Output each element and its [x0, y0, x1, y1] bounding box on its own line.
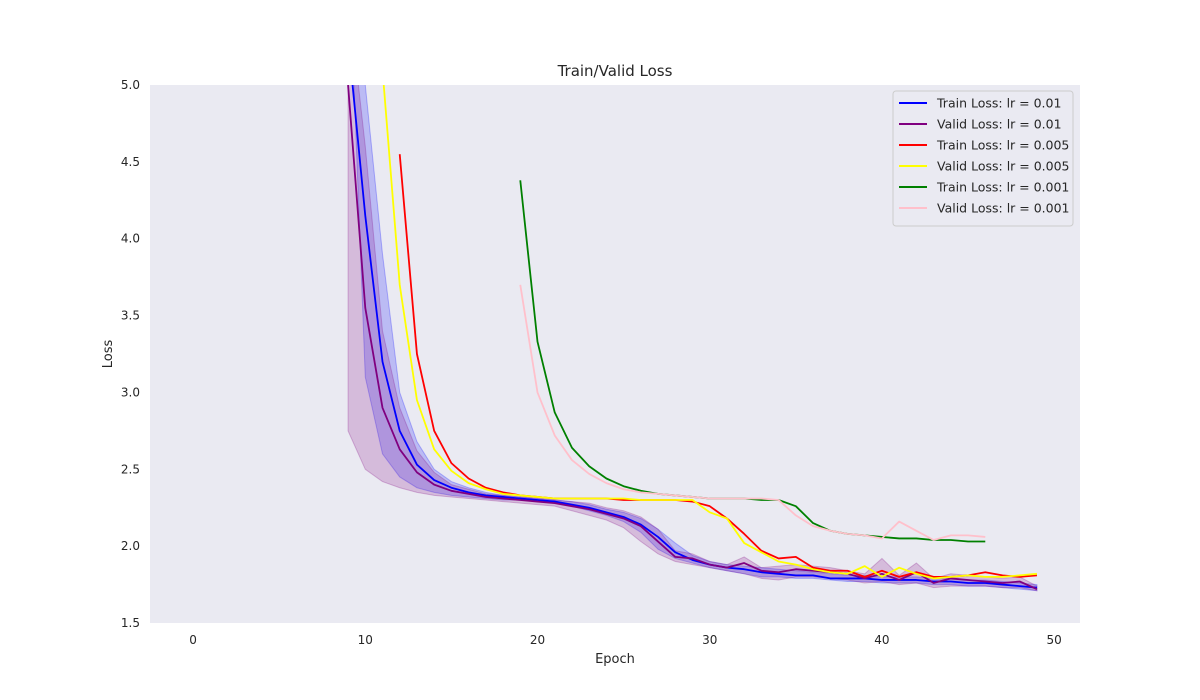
x-tick-label: 10 — [358, 633, 373, 647]
x-tick-labels: 0 10 20 30 40 50 — [189, 633, 1062, 647]
y-tick-label: 4.5 — [121, 155, 140, 169]
legend-entry: Train Loss: lr = 0.001 — [936, 180, 1069, 195]
legend-entry: Valid Loss: lr = 0.01 — [937, 117, 1062, 132]
line-valid-loss-lr-0-001 — [519, 284, 986, 541]
y-tick-label: 2.0 — [121, 539, 140, 553]
y-tick-label: 5.0 — [121, 78, 140, 92]
line-valid-loss-lr-0-005 — [382, 85, 1038, 580]
y-tick-label: 1.5 — [121, 616, 140, 630]
y-tick-label: 2.5 — [121, 462, 140, 476]
chart-title: Train/Valid Loss — [557, 62, 673, 80]
legend-box — [892, 90, 1074, 227]
series-lines — [347, 85, 1038, 591]
line-train-loss-lr-0-005 — [398, 154, 1038, 578]
y-tick-label: 3.5 — [121, 309, 140, 323]
y-tick-label: 3.0 — [121, 385, 140, 399]
y-tick-label: 4.0 — [121, 232, 140, 246]
x-tick-label: 30 — [702, 633, 717, 647]
x-tick-label: 20 — [530, 633, 545, 647]
y-axis-label: Loss — [101, 340, 116, 369]
legend-entry: Valid Loss: lr = 0.001 — [937, 201, 1070, 216]
line-train-loss-lr-0-01 — [351, 85, 1038, 589]
x-tick-label: 50 — [1047, 633, 1062, 647]
band-valid-loss-lr-0-01 — [347, 85, 1038, 592]
legend: Train Loss: lr = 0.01 Valid Loss: lr = 0.… — [892, 90, 1074, 227]
legend-entry: Train Loss: lr = 0.01 — [936, 96, 1061, 111]
y-tick-labels: 1.5 2.0 2.5 3.0 3.5 4.0 4.5 5.0 — [121, 78, 140, 630]
x-axis-label: Epoch — [595, 652, 635, 667]
x-tick-label: 0 — [189, 633, 197, 647]
x-tick-label: 40 — [874, 633, 889, 647]
legend-entry: Valid Loss: lr = 0.005 — [937, 159, 1070, 174]
legend-entry: Train Loss: lr = 0.005 — [936, 138, 1069, 153]
